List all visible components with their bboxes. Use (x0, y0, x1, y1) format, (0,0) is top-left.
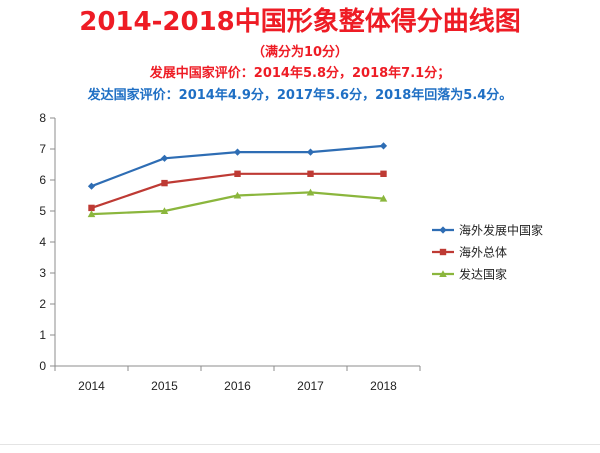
data-point (379, 194, 388, 202)
data-point (379, 142, 388, 150)
y-tick-label: 3 (39, 266, 46, 280)
x-tick-label: 2017 (297, 379, 324, 393)
legend-label: 海外发展中国家 (459, 223, 543, 238)
y-tick-label: 0 (39, 359, 46, 373)
y-tick-label: 7 (39, 142, 46, 156)
legend-item: 发达国家 (432, 267, 507, 282)
legend-swatch-marker (439, 226, 447, 234)
data-point (307, 170, 314, 177)
data-point (161, 179, 168, 187)
series-line (91, 172, 384, 209)
chart-title: 2014-2018中国形象整体得分曲线图 (79, 7, 521, 37)
data-point (306, 148, 315, 156)
y-tick-label: 1 (39, 328, 46, 342)
series-layer (87, 142, 388, 218)
chart-axes (50, 117, 421, 371)
y-tick-label: 8 (39, 111, 46, 125)
legend-item: 海外总体 (432, 245, 507, 260)
data-point (234, 170, 241, 177)
developing-countries-note: 发展中国家评价：2014年5.8分，2018年7.1分； (149, 66, 451, 81)
y-axis-tick-labels: 0 1 2 3 4 5 6 7 8 (39, 111, 46, 373)
y-tick-label: 2 (39, 297, 46, 311)
x-tick-label: 2014 (78, 379, 105, 393)
x-tick-label: 2015 (151, 379, 178, 393)
y-tick-label: 4 (39, 235, 46, 249)
legend-swatch-marker (439, 270, 447, 278)
series-1 (88, 170, 387, 212)
data-point (306, 188, 315, 196)
legend-label: 海外总体 (459, 245, 507, 260)
series-0 (87, 142, 388, 190)
y-tick-label: 6 (39, 173, 46, 187)
data-point (160, 154, 169, 162)
data-point (233, 191, 242, 199)
legend-label: 发达国家 (459, 267, 507, 282)
x-tick-label: 2016 (224, 379, 251, 393)
slide-bottom-border (0, 444, 600, 445)
data-point (380, 170, 387, 177)
developed-countries-note: 发达国家评价：2014年4.9分，2017年5.6分，2018年回落为5.4分。 (87, 88, 513, 103)
series-2 (87, 188, 388, 218)
y-tick-label: 5 (39, 204, 46, 218)
legend-item: 海外发展中国家 (432, 223, 543, 238)
data-point (87, 182, 96, 190)
chart-subtitle: （满分为10分） (251, 45, 349, 60)
data-point (160, 207, 169, 215)
legend-swatch-marker (439, 248, 447, 256)
data-point (88, 204, 95, 212)
data-point (233, 148, 242, 156)
data-point (87, 210, 96, 218)
x-tick-label: 2018 (370, 379, 397, 393)
x-axis-tick-labels: 2014 2015 2016 2017 2018 (78, 379, 397, 393)
